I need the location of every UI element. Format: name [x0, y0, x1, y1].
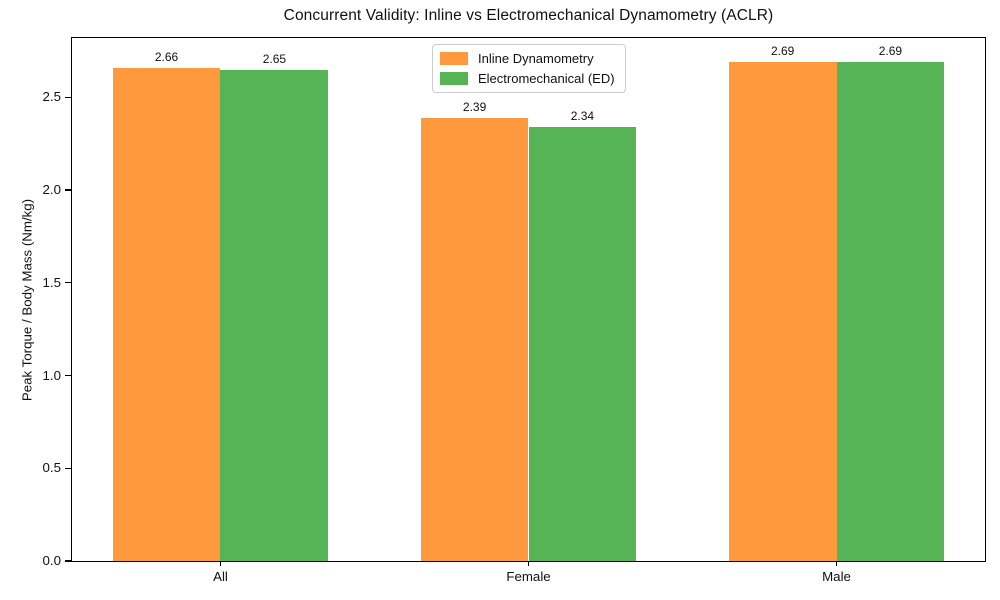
- y-tick-mark: [65, 189, 71, 191]
- y-tick-label: 0.5: [42, 460, 62, 476]
- bar-female-series0: [420, 117, 529, 561]
- bar-female-series1: [528, 127, 637, 561]
- y-tick-label: 2.5: [42, 89, 62, 105]
- legend: Inline Dynamometry Electromechanical (ED): [432, 44, 626, 93]
- bar-all-series1: [220, 69, 329, 561]
- legend-label: Electromechanical (ED): [478, 71, 615, 86]
- bar-all-series0: [112, 67, 221, 561]
- bar-value-label: 2.69: [770, 44, 795, 59]
- y-tick-mark: [65, 560, 71, 562]
- legend-label: Inline Dynamometry: [478, 51, 594, 66]
- bar-male-series1: [836, 62, 945, 561]
- y-tick-mark: [65, 96, 71, 98]
- y-tick-mark: [65, 282, 71, 284]
- plot-area: 2.66 2.39 2.69 2.65 2.34 2.69: [72, 38, 985, 561]
- y-tick-mark: [65, 374, 71, 377]
- bar-value-label: 2.65: [262, 51, 287, 66]
- x-tick-mark: [835, 561, 838, 566]
- bar-value-label: 2.69: [878, 44, 903, 59]
- legend-entry: Electromechanical (ED): [440, 71, 615, 86]
- legend-swatch: [440, 72, 468, 85]
- y-tick-label: 1.5: [42, 274, 62, 290]
- y-tick-mark: [65, 467, 71, 469]
- bar-value-label: 2.39: [462, 99, 487, 114]
- x-tick-label-all: All: [213, 569, 228, 584]
- bar-male-series0: [728, 62, 837, 561]
- bar-value-label: 2.34: [570, 109, 595, 124]
- x-tick-label-male: Male: [822, 569, 851, 584]
- x-tick-label-female: Female: [506, 569, 551, 584]
- chart-title: Concurrent Validity: Inline vs Electrome…: [283, 7, 774, 24]
- legend-entry: Inline Dynamometry: [440, 51, 615, 66]
- y-tick-label: 1.0: [42, 367, 62, 383]
- y-tick-label: 0.0: [42, 553, 62, 568]
- x-tick-mark: [219, 561, 222, 566]
- y-tick-label: 2.0: [42, 182, 62, 198]
- x-tick-mark: [527, 561, 530, 566]
- bar-value-label: 2.66: [154, 49, 179, 64]
- legend-swatch: [440, 52, 468, 65]
